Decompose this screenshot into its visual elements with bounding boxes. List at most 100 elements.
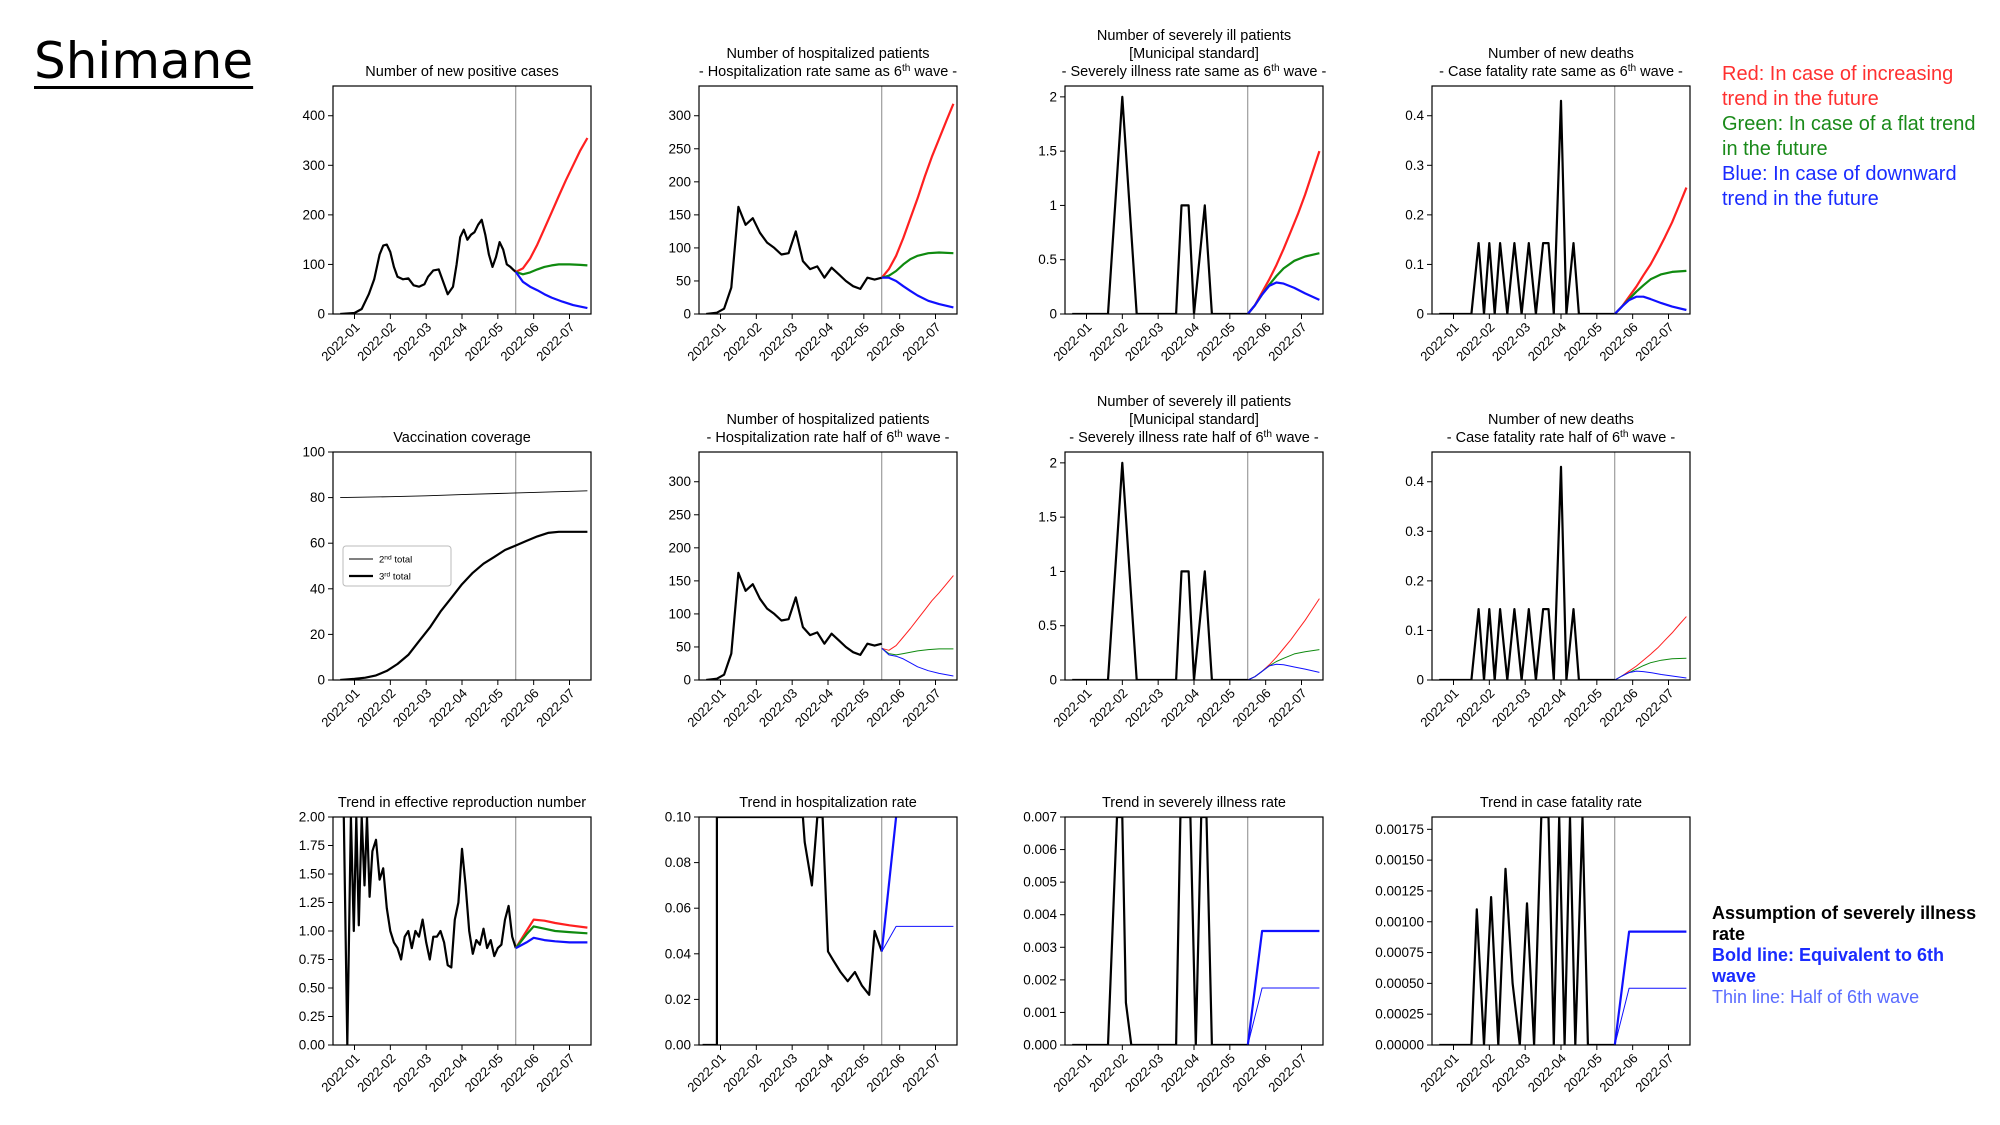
y-tick-label: 0.06 — [665, 901, 691, 916]
x-tick-label: 2022-04 — [1525, 1051, 1569, 1095]
y-tick-label: 20 — [310, 627, 325, 642]
y-tick-label: 0.00000 — [1375, 1038, 1424, 1053]
plot-frame — [1431, 451, 1691, 681]
series-group — [342, 817, 588, 1045]
y-tick-label: 2 — [1049, 455, 1057, 470]
series-line-blue — [1614, 670, 1687, 680]
y-tick-label: 0.00125 — [1375, 883, 1424, 898]
chart-title: Number of new deaths — [1488, 412, 1634, 428]
x-tick-label: 2022-03 — [1122, 1051, 1166, 1095]
x-tick-label: 2022-05 — [1561, 1051, 1605, 1095]
chart-title: Number of severely ill patients — [1097, 28, 1291, 44]
x-tick-label: 2022-02 — [354, 320, 398, 364]
series-line-blue — [514, 271, 588, 310]
y-tick-label: 2 — [1049, 89, 1057, 104]
x-tick-label: 2022-07 — [1265, 1051, 1309, 1095]
y-tick-label: 1.5 — [1038, 144, 1057, 159]
x-tick-label: 2022-07 — [533, 320, 577, 364]
x-tick-label: 2022-03 — [756, 1051, 800, 1095]
series-line-black — [706, 205, 883, 314]
series-line-red — [881, 575, 954, 651]
y-tick-label: 250 — [668, 141, 691, 156]
x-tick-label: 2022-01 — [1417, 686, 1461, 730]
x-tick-label: 2022-03 — [390, 686, 434, 730]
y-tick-label: 0.75 — [299, 952, 325, 967]
y-tick-label: 1.25 — [299, 895, 325, 910]
y-tick-label: 0 — [683, 307, 691, 322]
y-tick-label: 0.006 — [1023, 842, 1057, 857]
x-tick-label: 2022-02 — [354, 1051, 398, 1095]
x-tick-label: 2022-03 — [1489, 686, 1533, 730]
x-tick-label: 2022-06 — [1229, 686, 1273, 730]
series-line-green — [514, 925, 588, 949]
x-tick-label: 2022-07 — [899, 686, 943, 730]
chart-title: [Municipal standard] — [1129, 46, 1259, 62]
assumption-thin-line: Thin line: Half of 6th wave — [1712, 987, 1920, 1007]
x-tick-label: 2022-04 — [792, 1051, 836, 1095]
x-tick-label: 2022-06 — [1596, 1051, 1640, 1095]
y-tick-label: 150 — [668, 573, 691, 588]
series-line-blue — [1246, 281, 1320, 314]
x-tick-label: 2022-07 — [899, 1051, 943, 1095]
series-line-red — [514, 918, 588, 949]
y-tick-label: 100 — [302, 445, 325, 460]
y-tick-label: 0.007 — [1023, 810, 1057, 825]
x-tick-label: 2022-02 — [1453, 686, 1497, 730]
series-group — [706, 103, 955, 314]
y-tick-label: 0.08 — [665, 855, 691, 870]
x-tick-label: 2022-05 — [1194, 686, 1238, 730]
x-tick-label: 2022-07 — [1632, 1051, 1676, 1095]
chart-title: - Severely illness rate half of 6th wave… — [1069, 429, 1319, 447]
y-tick-label: 0.5 — [1038, 252, 1057, 267]
y-tick-label: 0.3 — [1405, 158, 1424, 173]
y-tick-label: 1 — [1049, 198, 1057, 213]
chart-title: Trend in effective reproduction number — [338, 795, 586, 811]
chart-legend: 2nd total 3rd total — [342, 545, 452, 587]
x-tick-label: 2022-02 — [720, 320, 764, 364]
chart-c9: Trend in effective reproduction number 0.… — [299, 795, 592, 1095]
x-tick-label: 2022-05 — [1561, 686, 1605, 730]
chart-title: - Hospitalization rate half of 6th wave … — [707, 429, 950, 447]
y-tick-label: 250 — [668, 507, 691, 522]
y-tick-label: 150 — [668, 207, 691, 222]
y-tick-label: 0.1 — [1405, 623, 1424, 638]
x-tick-label: 2022-04 — [792, 320, 836, 364]
y-tick-label: 0.10 — [665, 810, 691, 825]
y-tick-label: 1.00 — [299, 924, 325, 939]
series-group — [702, 817, 954, 1045]
series-line-red — [1614, 187, 1688, 314]
y-tick-label: 0.001 — [1023, 1005, 1057, 1020]
x-tick-label: 2022-01 — [1050, 320, 1094, 364]
y-tick-label: 300 — [668, 474, 691, 489]
x-tick-label: 2022-03 — [1122, 686, 1166, 730]
y-tick-label: 0.000 — [1023, 1038, 1057, 1053]
x-tick-label: 2022-03 — [1489, 320, 1533, 364]
y-tick-label: 0 — [317, 307, 325, 322]
y-tick-label: 0 — [317, 673, 325, 688]
x-tick-label: 2022-04 — [1158, 1051, 1202, 1095]
x-tick-label: 2022-05 — [462, 320, 506, 364]
chart-title: Vaccination coverage — [393, 430, 531, 446]
series-line-blue — [1247, 987, 1320, 1045]
series-group — [706, 571, 954, 680]
x-tick-label: 2022-06 — [1229, 320, 1273, 364]
x-tick-label: 2022-05 — [462, 686, 506, 730]
series-line-black — [1072, 461, 1248, 680]
x-tick-label: 2022-01 — [1417, 1051, 1461, 1095]
y-tick-label: 0 — [1416, 673, 1424, 688]
x-tick-label: 2022-06 — [497, 686, 541, 730]
chart-c3: Number of severely ill patients [Municipa… — [1038, 28, 1326, 364]
y-tick-label: 0.1 — [1405, 257, 1424, 272]
y-tick-label: 100 — [668, 606, 691, 621]
x-tick-label: 2022-04 — [792, 686, 836, 730]
chart-c12: Trend in case fatality rate 0.00000 0.0002… — [1375, 795, 1691, 1095]
x-tick-label: 2022-01 — [318, 686, 362, 730]
x-tick-label: 2022-04 — [1525, 686, 1569, 730]
series-line-black — [340, 218, 517, 314]
series-line-blue — [1246, 929, 1320, 1045]
chart-title: Number of hospitalized patients — [726, 412, 929, 428]
y-tick-label: 100 — [668, 240, 691, 255]
series-line-blue — [1247, 663, 1320, 680]
y-tick-label: 0.5 — [1038, 618, 1057, 633]
